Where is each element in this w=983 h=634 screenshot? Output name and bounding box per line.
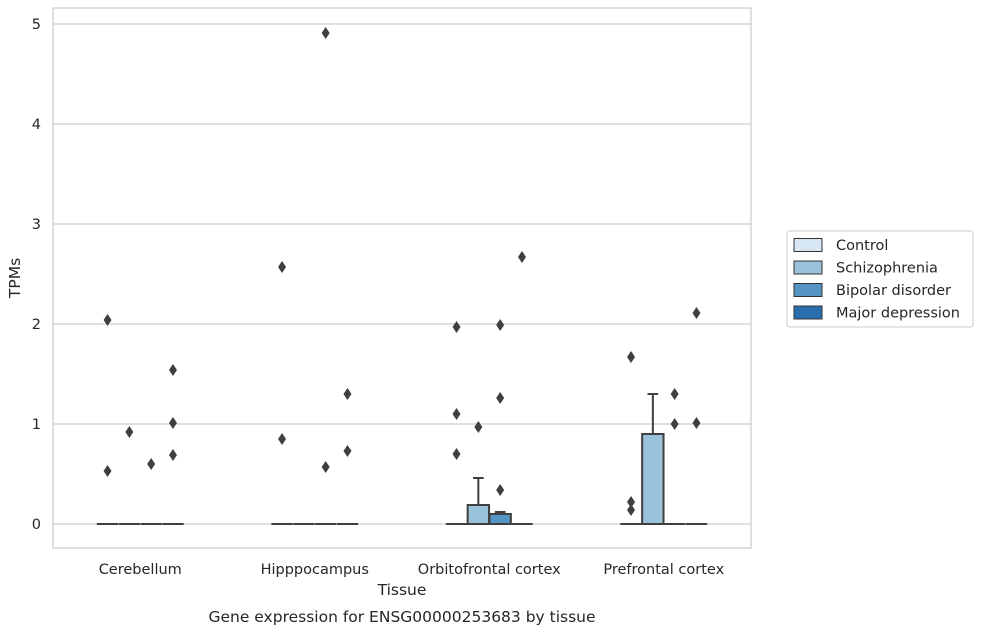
legend: Control Schizophrenia Bipolar disorder Majo… (786, 230, 974, 328)
x-tick-label: Cerebellum (99, 562, 182, 578)
outlier-point (343, 388, 352, 400)
outlier-point (496, 484, 505, 496)
y-tick-label: 5 (32, 17, 41, 33)
outlier-point (125, 426, 134, 438)
legend-swatch (793, 260, 823, 275)
chart-title: Gene expression for ENSG00000253683 by t… (208, 608, 595, 626)
box-major-depression (511, 251, 533, 525)
box-body (466, 504, 491, 525)
x-tick-label: Hipppocampus (261, 562, 369, 578)
x-axis-ticks: Cerebellum Hipppocampus Orbitofrontal cort… (99, 562, 725, 578)
outlier-point (692, 307, 701, 319)
box-control (271, 261, 293, 525)
outlier-point (278, 433, 287, 445)
outlier-point (321, 461, 330, 473)
y-axis-ticks: 0 1 2 3 4 5 (32, 17, 41, 533)
legend-swatch (793, 283, 823, 297)
outlier-point (168, 449, 177, 461)
box-schizophrenia (641, 393, 665, 525)
outlier-point (627, 351, 636, 363)
plot-marks (96, 27, 708, 525)
legend-label: Bipolar disorder (836, 283, 951, 299)
box-body (641, 433, 665, 525)
box-control (445, 321, 468, 525)
box-bipolar-disorder (488, 319, 512, 525)
legend-swatch (793, 238, 823, 252)
outlier-point (147, 458, 156, 470)
outlier-point (517, 251, 526, 263)
outlier-point (627, 496, 636, 508)
box-schizophrenia (466, 421, 491, 525)
outlier-point (474, 421, 483, 433)
outlier-point (343, 445, 352, 457)
box-bipolar-disorder (663, 388, 686, 525)
box-major-depression (685, 307, 708, 525)
outlier-point (627, 504, 636, 516)
x-tick-label: Prefrontal cortex (603, 562, 724, 578)
legend-frame (786, 230, 974, 328)
y-tick-label: 1 (32, 417, 41, 433)
outlier-point (103, 314, 112, 326)
outlier-point (103, 465, 112, 477)
plot-area-frame (52, 7, 752, 549)
y-tick-label: 3 (32, 217, 41, 233)
box-body (488, 513, 512, 525)
legend-label: Control (836, 238, 888, 254)
box-bipolar-disorder (140, 458, 162, 525)
box-bipolar-disorder (314, 27, 337, 525)
y-axis-label: TPMs (6, 258, 24, 299)
outlier-point (692, 417, 701, 429)
outlier-point (452, 321, 461, 333)
legend-swatch (793, 305, 823, 320)
box-control (620, 351, 642, 525)
outlier-point (670, 418, 679, 430)
x-tick-label: Orbitofrontal cortex (418, 562, 561, 578)
outlier-point (452, 408, 461, 420)
y-tick-label: 4 (32, 117, 41, 133)
outlier-point (168, 364, 177, 376)
outlier-point (321, 27, 330, 39)
box-control (96, 314, 119, 525)
y-tick-label: 2 (32, 317, 41, 333)
box-schizophrenia (118, 426, 141, 525)
legend-label: Major depression (836, 306, 960, 322)
outlier-point (278, 261, 287, 273)
box-major-depression (336, 388, 359, 525)
outlier-point (496, 392, 505, 404)
outlier-point (168, 417, 177, 429)
outlier-point (670, 388, 679, 400)
outlier-point (496, 319, 505, 331)
legend-label: Schizophrenia (836, 261, 938, 277)
x-axis-label: Tissue (377, 581, 427, 599)
outlier-point (452, 448, 461, 460)
y-tick-label: 0 (32, 517, 41, 533)
box-major-depression (162, 364, 184, 525)
